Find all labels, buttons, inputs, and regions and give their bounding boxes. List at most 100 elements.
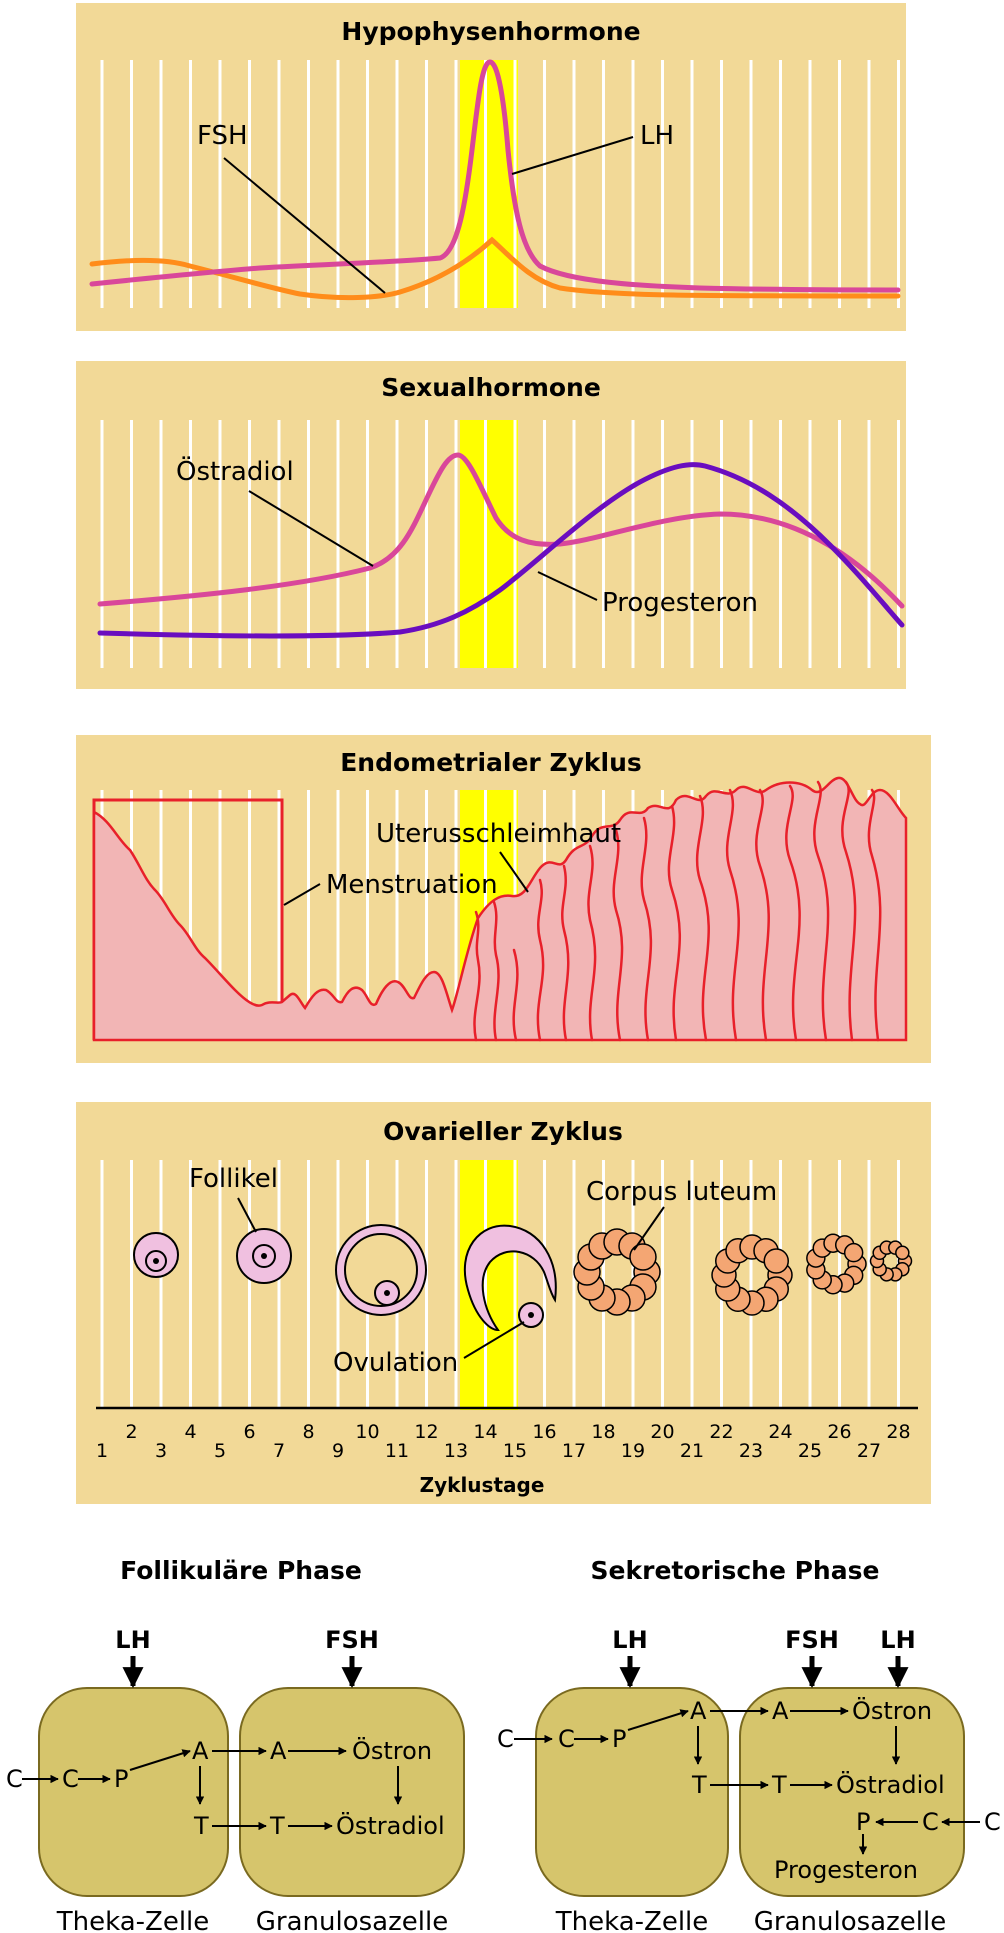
molecule-label: P <box>612 1725 626 1753</box>
follikel-label: Follikel <box>189 1164 278 1194</box>
corpus-luteum-leader-line <box>633 1206 665 1251</box>
hormone-lh: LH <box>115 1626 150 1654</box>
molecule-label: P <box>856 1808 870 1836</box>
follicle-tertiary <box>335 1224 427 1316</box>
hormone-lh-2: LH <box>880 1626 915 1654</box>
panel-title: Sexualhormone <box>381 373 601 402</box>
day-label: 13 <box>444 1440 468 1462</box>
secretory-phase-diagram: Sekretorische Phase LH FSH LH C C P A T … <box>497 1556 1001 1933</box>
molecule-label: Östron <box>352 1736 432 1765</box>
molecule-label: T <box>771 1771 787 1799</box>
fsh-leader-line <box>223 157 386 294</box>
progesteron-curve <box>97 462 905 639</box>
panel-title: Ovarieller Zyklus <box>383 1117 623 1146</box>
molecule-label: Östradiol <box>336 1811 445 1840</box>
day-label: 27 <box>857 1440 881 1462</box>
lh-curve <box>89 59 901 293</box>
day-label: 19 <box>621 1440 645 1462</box>
day-label: 25 <box>798 1440 822 1462</box>
granulosa-caption: Granulosazelle <box>256 1907 448 1933</box>
day-label: 11 <box>385 1440 409 1462</box>
molecule-label: Östradiol <box>836 1770 945 1799</box>
molecule-label: T <box>691 1771 707 1799</box>
day-tick-labels: 1234567891011121314151617181920212223242… <box>96 1421 911 1462</box>
fsh-curve <box>89 236 901 301</box>
corpus-luteum-regressing <box>869 1240 913 1282</box>
day-label: 15 <box>503 1440 527 1462</box>
day-label: 22 <box>709 1421 733 1443</box>
corpus-luteum-medium <box>711 1234 793 1316</box>
follicular-phase-diagram: Follikuläre Phase LH FSH C C P A T A Öst… <box>6 1556 465 1933</box>
panel-sexualhormone: Sexualhormone Östradiol Progesteron <box>76 361 906 689</box>
day-label: 26 <box>827 1421 851 1443</box>
day-label: 8 <box>302 1421 314 1443</box>
ovulation-band <box>460 420 518 668</box>
day-label: 16 <box>532 1421 556 1443</box>
molecule-label: A <box>192 1737 209 1765</box>
molecule-labels: C C P A T A Östron T Östradiol <box>6 1736 445 1840</box>
follicle-ruptured <box>463 1224 557 1332</box>
ovulation-label: Ovulation <box>333 1348 458 1378</box>
molecule-label: A <box>772 1697 789 1725</box>
uterusschleimhaut-label: Uterusschleimhaut <box>376 819 621 849</box>
molecule-label: Progesteron <box>774 1856 918 1884</box>
day-label: 10 <box>355 1421 379 1443</box>
panel-endometrialer-zyklus: Endometrialer Zyklus Uterusschleimhaut M… <box>76 735 931 1063</box>
follicle-secondary <box>236 1228 292 1284</box>
menstruation-label: Menstruation <box>326 870 498 900</box>
luteal-cell <box>843 1242 864 1263</box>
lh-label: LH <box>640 121 674 151</box>
theca-caption: Theka-Zelle <box>56 1907 210 1933</box>
axis-title: Zyklustage <box>420 1473 545 1497</box>
phase-title: Sekretorische Phase <box>591 1556 880 1585</box>
panel-title: Endometrialer Zyklus <box>340 748 642 777</box>
uterus-leader-line <box>499 851 529 893</box>
day-label: 1 <box>96 1440 108 1462</box>
hormone-lh: LH <box>612 1626 647 1654</box>
corpus-luteum-small <box>806 1233 867 1295</box>
hormone-input-arrows <box>619 1656 909 1689</box>
molecule-label: A <box>270 1737 287 1765</box>
oestradiol-curve <box>97 452 905 609</box>
day-label: 3 <box>155 1440 167 1462</box>
pathway-arrows <box>22 1746 403 1831</box>
hormone-input-arrows <box>122 1656 363 1689</box>
hormone-fsh: FSH <box>325 1626 379 1654</box>
follikel-leader-line <box>237 1197 257 1233</box>
lh-leader-line <box>511 136 634 175</box>
fsh-label: FSH <box>197 121 248 151</box>
menstruation-leader-line <box>283 883 321 906</box>
progesteron-leader-line <box>537 571 598 601</box>
day-label: 6 <box>243 1421 255 1443</box>
molecule-label: Östron <box>852 1696 932 1725</box>
day-label: 9 <box>332 1440 344 1462</box>
day-label: 24 <box>768 1421 792 1443</box>
ovulation-leader-line <box>463 1321 525 1359</box>
follicle-primary <box>133 1232 179 1278</box>
oestradiol-leader-line <box>248 490 374 567</box>
panel-title: Hypophysenhormone <box>341 17 640 46</box>
luteal-cell <box>629 1243 657 1271</box>
oestradiol-label: Östradiol <box>176 455 294 487</box>
molecule-label: P <box>114 1765 128 1793</box>
molecule-label: C <box>984 1808 1001 1836</box>
granulosa-cell <box>239 1687 465 1897</box>
day-label: 4 <box>184 1421 196 1443</box>
day-label: 20 <box>650 1421 674 1443</box>
molecule-label: C <box>62 1765 79 1793</box>
day-label: 2 <box>125 1421 137 1443</box>
panel-ovarieller-zyklus: Ovarieller Zyklus 1234567891011121314151… <box>76 1102 931 1504</box>
molecule-label: C <box>922 1808 939 1836</box>
day-label: 14 <box>473 1421 497 1443</box>
endometrium-glands <box>473 780 882 1042</box>
granulosa-caption: Granulosazelle <box>754 1907 946 1933</box>
progesteron-label: Progesteron <box>602 588 758 618</box>
theca-caption: Theka-Zelle <box>555 1907 709 1933</box>
panel-hypophysenhormone: Hypophysenhormone FSH LH <box>76 3 906 331</box>
luteal-cell <box>895 1245 910 1261</box>
pathway-arrows <box>514 1706 980 1855</box>
corpus-luteum-large <box>573 1228 661 1316</box>
phase-title: Follikuläre Phase <box>120 1556 362 1585</box>
day-label: 12 <box>414 1421 438 1443</box>
